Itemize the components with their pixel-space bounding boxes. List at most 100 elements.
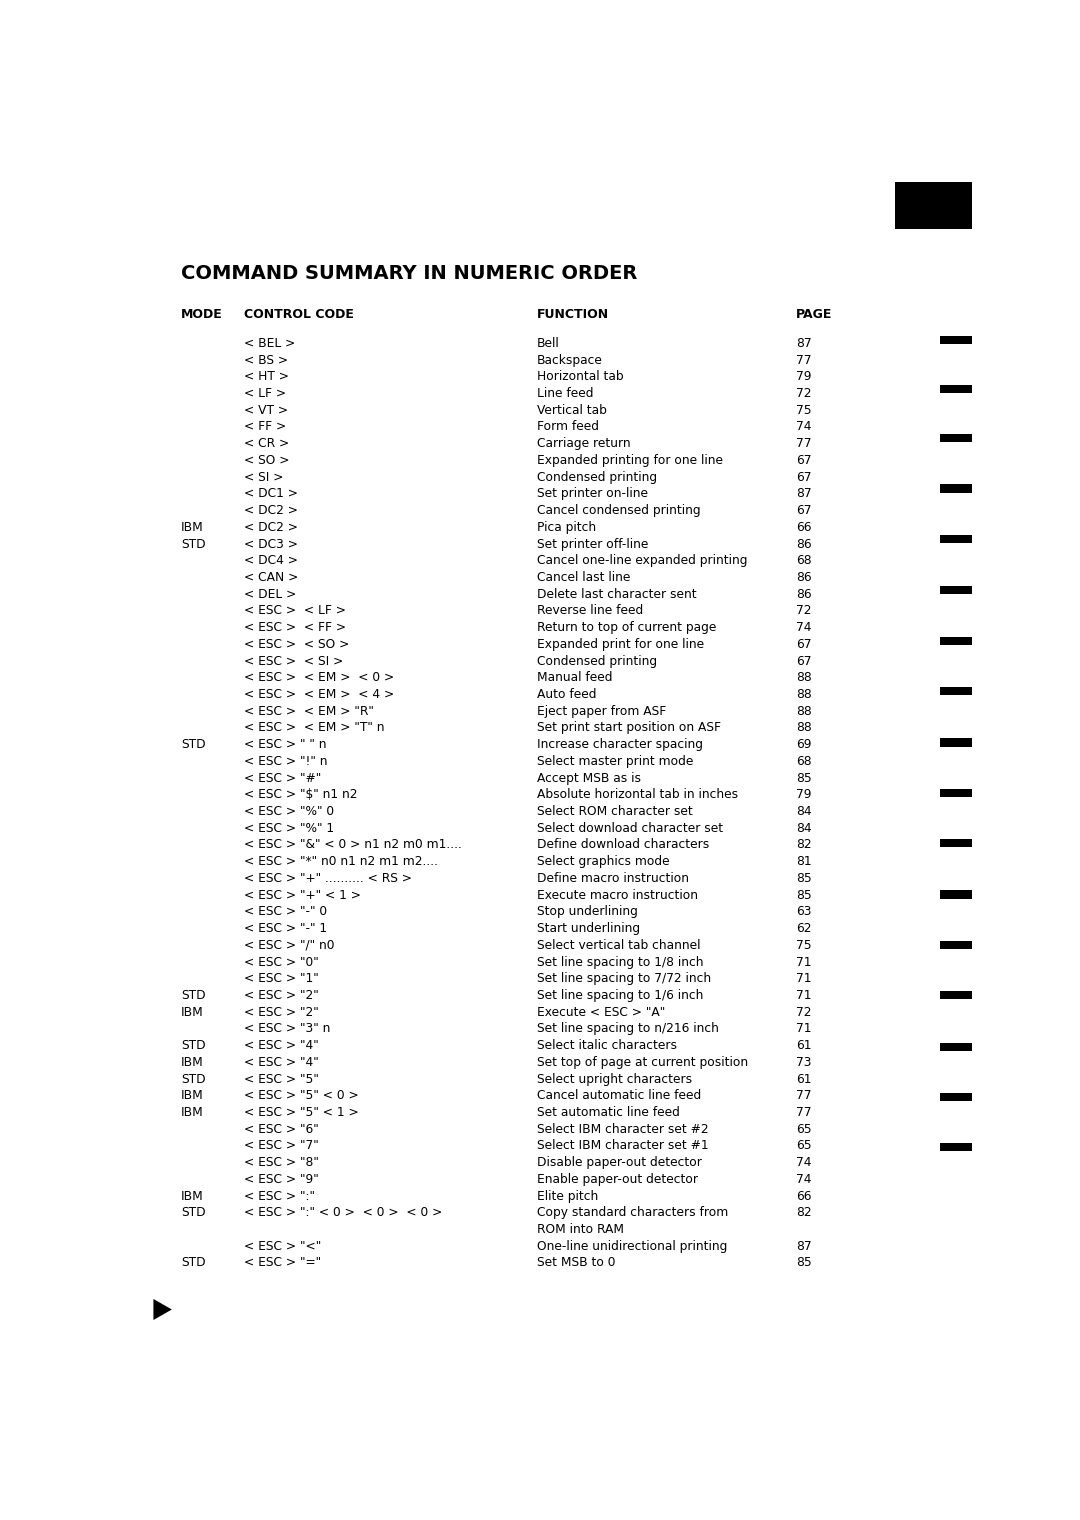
Text: 77: 77 <box>796 1090 812 1102</box>
Text: 67: 67 <box>796 638 812 651</box>
Text: < ESC >  < SI >: < ESC > < SI > <box>244 655 343 667</box>
Text: Delete last character sent: Delete last character sent <box>537 588 697 600</box>
Text: 71: 71 <box>796 1023 812 1035</box>
Text: Select italic characters: Select italic characters <box>537 1040 677 1052</box>
Text: 71: 71 <box>796 973 812 985</box>
Text: Carriage return: Carriage return <box>537 438 631 450</box>
Bar <box>941 1093 972 1100</box>
Text: < ESC >  < EM > "R": < ESC > < EM > "R" <box>244 705 374 717</box>
Text: 68: 68 <box>796 555 812 567</box>
Text: 69: 69 <box>796 739 812 751</box>
Text: Select upright characters: Select upright characters <box>537 1073 692 1085</box>
Text: Horizontal tab: Horizontal tab <box>537 371 623 383</box>
Text: 84: 84 <box>796 822 812 834</box>
Text: < ESC >  < LF >: < ESC > < LF > <box>244 605 346 617</box>
Text: < ESC > "<": < ESC > "<" <box>244 1240 321 1252</box>
Text: 74: 74 <box>796 1157 812 1169</box>
Text: Absolute horizontal tab in inches: Absolute horizontal tab in inches <box>537 789 738 801</box>
Text: 61: 61 <box>796 1040 812 1052</box>
Text: < ESC >  < EM >  < 4 >: < ESC > < EM > < 4 > <box>244 689 394 701</box>
Text: < ESC >  < EM >  < 0 >: < ESC > < EM > < 0 > <box>244 672 394 684</box>
Text: < DEL >: < DEL > <box>244 588 296 600</box>
Text: Select download character set: Select download character set <box>537 822 723 834</box>
Text: Expanded printing for one line: Expanded printing for one line <box>537 454 723 467</box>
Text: Set printer on-line: Set printer on-line <box>537 488 648 500</box>
Text: STD: STD <box>181 1073 205 1085</box>
Text: 86: 86 <box>796 538 812 550</box>
Text: Set top of page at current position: Set top of page at current position <box>537 1056 747 1069</box>
Text: Select vertical tab channel: Select vertical tab channel <box>537 939 700 952</box>
Text: < LF >: < LF > <box>244 388 286 400</box>
Text: 75: 75 <box>796 404 812 416</box>
Text: < ESC > "7": < ESC > "7" <box>244 1140 319 1152</box>
Text: FUNCTION: FUNCTION <box>537 307 609 321</box>
Text: < ESC > "5" < 1 >: < ESC > "5" < 1 > <box>244 1107 359 1119</box>
Text: 82: 82 <box>796 839 812 851</box>
Text: 87: 87 <box>796 1240 812 1252</box>
Text: Set line spacing to 7/72 inch: Set line spacing to 7/72 inch <box>537 973 711 985</box>
Bar <box>941 839 972 847</box>
Text: < ESC >  < FF >: < ESC > < FF > <box>244 622 346 634</box>
Text: < DC2 >: < DC2 > <box>244 521 298 534</box>
Text: < DC2 >: < DC2 > <box>244 505 298 517</box>
Text: Select graphics mode: Select graphics mode <box>537 856 670 868</box>
Text: 72: 72 <box>796 1006 812 1018</box>
Text: 73: 73 <box>796 1056 812 1069</box>
Bar <box>941 891 972 898</box>
Text: 67: 67 <box>796 505 812 517</box>
Text: 71: 71 <box>796 956 812 968</box>
Text: STD: STD <box>181 1207 205 1219</box>
Text: < ESC > "/" n0: < ESC > "/" n0 <box>244 939 335 952</box>
Text: < ESC > "+" < 1 >: < ESC > "+" < 1 > <box>244 889 361 901</box>
Text: 88: 88 <box>796 689 812 701</box>
Text: < ESC > "8": < ESC > "8" <box>244 1157 319 1169</box>
Text: Define macro instruction: Define macro instruction <box>537 872 689 885</box>
Text: 85: 85 <box>796 872 812 885</box>
Text: Form feed: Form feed <box>537 421 598 433</box>
Text: < ESC > "&" < 0 > n1 n2 m0 m1....: < ESC > "&" < 0 > n1 n2 m0 m1.... <box>244 839 461 851</box>
Text: 88: 88 <box>796 705 812 717</box>
Text: Define download characters: Define download characters <box>537 839 708 851</box>
Text: IBM: IBM <box>181 521 204 534</box>
Text: IBM: IBM <box>181 1107 204 1119</box>
Text: < DC3 >: < DC3 > <box>244 538 298 550</box>
Bar <box>941 385 972 394</box>
Text: 77: 77 <box>796 1107 812 1119</box>
Text: < SI >: < SI > <box>244 471 283 483</box>
Text: < ESC > "4": < ESC > "4" <box>244 1056 319 1069</box>
Text: < ESC > "!" n: < ESC > "!" n <box>244 755 327 768</box>
Text: 66: 66 <box>796 1190 812 1202</box>
Text: < ESC > "%" 1: < ESC > "%" 1 <box>244 822 334 834</box>
Text: Cancel condensed printing: Cancel condensed printing <box>537 505 701 517</box>
Text: 87: 87 <box>796 337 812 350</box>
Text: CONTROL CODE: CONTROL CODE <box>244 307 353 321</box>
Text: < ESC > "-" 1: < ESC > "-" 1 <box>244 923 327 935</box>
Bar <box>941 637 972 644</box>
Text: Reverse line feed: Reverse line feed <box>537 605 643 617</box>
Text: 72: 72 <box>796 388 812 400</box>
Text: < ESC > "-" 0: < ESC > "-" 0 <box>244 906 327 918</box>
Text: < BS >: < BS > <box>244 354 288 366</box>
Text: 67: 67 <box>796 454 812 467</box>
Text: STD: STD <box>181 739 205 751</box>
Text: < ESC > "$" n1 n2: < ESC > "$" n1 n2 <box>244 789 357 801</box>
Text: 85: 85 <box>796 772 812 784</box>
Text: COMMAND SUMMARY IN NUMERIC ORDER: COMMAND SUMMARY IN NUMERIC ORDER <box>181 264 637 283</box>
Text: STD: STD <box>181 538 205 550</box>
Text: < ESC > ":" < 0 >  < 0 >  < 0 >: < ESC > ":" < 0 > < 0 > < 0 > <box>244 1207 442 1219</box>
Bar <box>941 535 972 543</box>
Bar <box>941 991 972 999</box>
Text: 75: 75 <box>796 939 812 952</box>
Text: 74: 74 <box>796 622 812 634</box>
Text: 62: 62 <box>796 923 812 935</box>
Bar <box>941 485 972 492</box>
Text: STD: STD <box>181 1257 205 1269</box>
Text: Set line spacing to 1/8 inch: Set line spacing to 1/8 inch <box>537 956 703 968</box>
Text: < ESC > "2": < ESC > "2" <box>244 1006 319 1018</box>
Bar <box>941 739 972 746</box>
Text: Expanded print for one line: Expanded print for one line <box>537 638 704 651</box>
Text: Line feed: Line feed <box>537 388 593 400</box>
Text: 81: 81 <box>796 856 812 868</box>
Text: < ESC > "5" < 0 >: < ESC > "5" < 0 > <box>244 1090 359 1102</box>
Text: < ESC > "2": < ESC > "2" <box>244 990 319 1002</box>
